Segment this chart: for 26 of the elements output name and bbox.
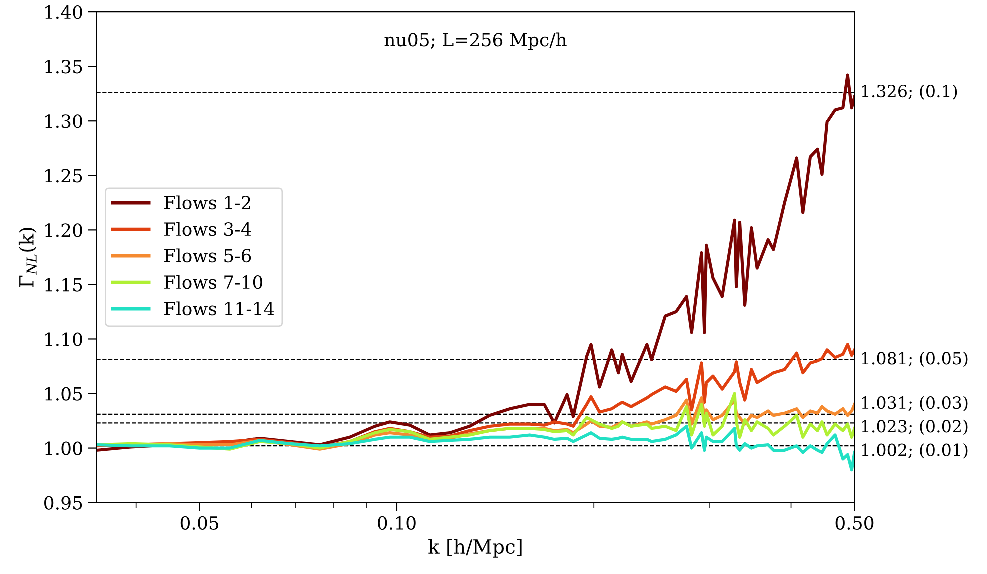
- legend-label: Flows 5-6: [164, 248, 252, 263]
- ref-line-label: 1.023; (0.02): [862, 420, 968, 436]
- x-tick-label: 0.05: [180, 516, 219, 530]
- legend-label: Flows 3-4: [164, 222, 252, 236]
- y-tick-label: 1.25: [46, 169, 82, 183]
- y-tick-label: 1.00: [46, 442, 82, 456]
- x-tick-label: 0.50: [836, 516, 874, 530]
- legend-label: Flows 7-10: [164, 275, 263, 290]
- y-tick-label: 1.35: [46, 60, 82, 74]
- y-tick-label: 1.10: [46, 332, 82, 346]
- legend-label: Flows 11-14: [164, 302, 274, 316]
- ref-line-label: 1.031; (0.03): [862, 396, 968, 412]
- x-axis-title: k [h/Mpc]: [428, 539, 522, 558]
- y-tick-label: 0.95: [44, 496, 82, 510]
- ref-line-label: 1.081; (0.05): [862, 352, 968, 368]
- ref-line-label: 1.326; (0.1): [862, 84, 958, 100]
- text: nu05; L=256 Mpc/h: [384, 32, 567, 50]
- y-tick-label: 1.05: [46, 387, 82, 401]
- y-tick-label: 1.40: [46, 6, 82, 20]
- y-tick-label: 1.20: [46, 224, 82, 238]
- ref-line-label: 1.002; (0.01): [862, 443, 968, 459]
- y-axis-title: Γ$_{NL}$(k): [18, 228, 37, 288]
- x-tick-label: 0.10: [378, 516, 416, 530]
- y-tick-label: 1.30: [46, 114, 82, 128]
- y-tick-label: 1.15: [46, 278, 82, 292]
- legend-label: Flows 1-2: [164, 196, 250, 210]
